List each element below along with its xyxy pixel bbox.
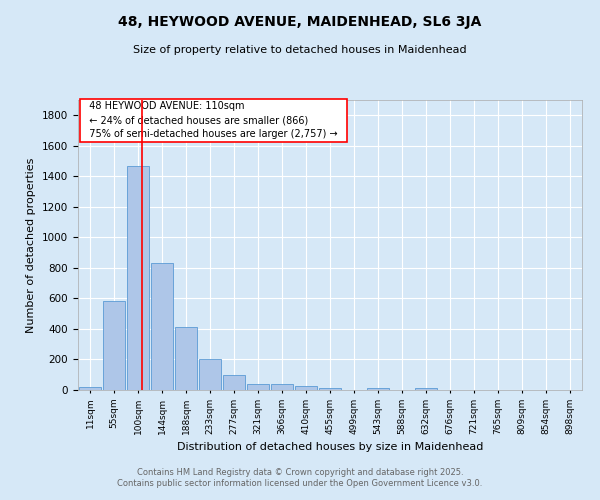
Bar	[319, 388, 341, 390]
Bar	[247, 384, 269, 390]
Bar	[223, 374, 245, 390]
Bar	[295, 386, 317, 390]
Bar	[79, 387, 101, 390]
Bar	[271, 384, 293, 390]
Bar	[367, 388, 389, 390]
Y-axis label: Number of detached properties: Number of detached properties	[26, 158, 37, 332]
Text: 48 HEYWOOD AVENUE: 110sqm  
  ← 24% of detached houses are smaller (866)  
  75%: 48 HEYWOOD AVENUE: 110sqm ← 24% of detac…	[83, 102, 344, 140]
Bar	[199, 360, 221, 390]
Text: 48, HEYWOOD AVENUE, MAIDENHEAD, SL6 3JA: 48, HEYWOOD AVENUE, MAIDENHEAD, SL6 3JA	[118, 15, 482, 29]
Text: Contains HM Land Registry data © Crown copyright and database right 2025.
Contai: Contains HM Land Registry data © Crown c…	[118, 468, 482, 487]
Bar	[175, 326, 197, 390]
X-axis label: Distribution of detached houses by size in Maidenhead: Distribution of detached houses by size …	[177, 442, 483, 452]
Bar	[127, 166, 149, 390]
Bar	[415, 388, 437, 390]
Text: Size of property relative to detached houses in Maidenhead: Size of property relative to detached ho…	[133, 45, 467, 55]
Bar	[151, 264, 173, 390]
Bar	[103, 302, 125, 390]
